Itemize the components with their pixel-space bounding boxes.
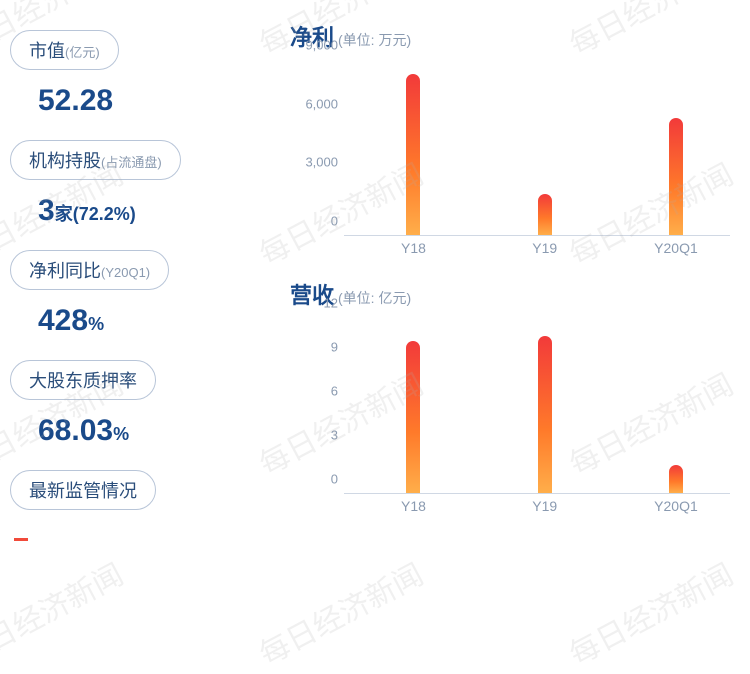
metric-block: 市值(亿元) 52.28 xyxy=(10,30,280,118)
x-tick-label: Y19 xyxy=(532,498,557,514)
bar xyxy=(669,465,683,493)
bar xyxy=(406,74,420,235)
plot-area xyxy=(344,60,730,236)
y-tick-label: 6,000 xyxy=(305,96,338,111)
metric-sublabel: (占流通盘) xyxy=(101,155,162,170)
y-tick-label: 3 xyxy=(331,428,338,443)
metric-sublabel: (Y20Q1) xyxy=(101,265,150,280)
x-tick-label: Y20Q1 xyxy=(654,498,698,514)
metric-value: 428% xyxy=(38,304,280,338)
x-axis: Y18 Y19 Y20Q1 xyxy=(344,240,730,260)
y-tick-label: 0 xyxy=(331,214,338,229)
metric-value-main: 52.28 xyxy=(38,84,113,117)
metric-label: 市值 xyxy=(29,41,65,61)
metric-block: 机构持股(占流通盘) 3家(72.2%) xyxy=(10,140,280,228)
metric-value-suffix: % xyxy=(113,424,129,444)
bar xyxy=(538,336,552,494)
metric-label: 机构持股 xyxy=(29,151,101,171)
metric-pill: 市值(亿元) xyxy=(10,30,119,70)
metric-label: 净利同比 xyxy=(29,261,101,281)
x-axis: Y18 Y19 Y20Q1 xyxy=(344,498,730,518)
metric-pill: 机构持股(占流通盘) xyxy=(10,140,181,180)
y-tick-label: 0 xyxy=(331,472,338,487)
bar xyxy=(669,118,683,235)
metric-label: 最新监管情况 xyxy=(29,481,137,501)
metric-sublabel: (亿元) xyxy=(65,45,100,60)
metric-value-paren: (72.2%) xyxy=(73,204,136,224)
y-axis: 036912 xyxy=(300,318,344,494)
metric-value: 52.28 xyxy=(38,84,280,118)
right-panel: 净利(单位: 万元)03,0006,0009,000Y18Y19Y20Q1营收(… xyxy=(280,20,740,630)
x-tick-label: Y18 xyxy=(401,240,426,256)
y-axis: 03,0006,0009,000 xyxy=(300,60,344,236)
chart-title-sub: (单位: 亿元) xyxy=(338,290,411,306)
plot-area xyxy=(344,318,730,494)
metric-value-main: 428 xyxy=(38,304,88,337)
metric-value: 3家(72.2%) xyxy=(38,194,280,228)
y-tick-label: 9 xyxy=(331,340,338,355)
bar xyxy=(406,341,420,493)
y-tick-label: 12 xyxy=(324,296,338,311)
chart-title: 营收(单位: 亿元) xyxy=(290,278,740,310)
chart-area: 03,0006,0009,000Y18Y19Y20Q1 xyxy=(300,60,740,260)
chart-block: 营收(单位: 亿元) 0 3 6 9 12 Y18 Y19 Y20Q1 xyxy=(290,278,740,518)
chart-area: 036912Y18Y19Y20Q1 xyxy=(300,318,740,518)
metric-label: 大股东质押率 xyxy=(29,371,137,391)
bar xyxy=(538,194,552,235)
chart-title: 净利(单位: 万元) xyxy=(290,20,740,52)
chart-title-sub: (单位: 万元) xyxy=(338,32,411,48)
metric-block: 最新监管情况 xyxy=(10,470,280,518)
metric-block: 大股东质押率 68.03% xyxy=(10,360,280,448)
metric-pill: 最新监管情况 xyxy=(10,470,156,510)
x-tick-label: Y18 xyxy=(401,498,426,514)
main-container: 市值(亿元)52.28机构持股(占流通盘)3家(72.2%)净利同比(Y20Q1… xyxy=(0,0,750,640)
chart-block: 净利(单位: 万元) 0 3,000 6,000 9,000 Y18 Y19 Y20Q1 xyxy=(290,20,740,260)
metric-value-main: 3 xyxy=(38,194,55,227)
metric-block: 净利同比(Y20Q1) 428% xyxy=(10,250,280,338)
metric-pill: 净利同比(Y20Q1) xyxy=(10,250,169,290)
y-tick-label: 6 xyxy=(331,384,338,399)
metric-value-paren-value: 72.2% xyxy=(79,204,130,224)
y-tick-label: 9,000 xyxy=(305,38,338,53)
y-tick-label: 3,000 xyxy=(305,155,338,170)
metric-value-main: 68.03 xyxy=(38,414,113,447)
accent-dash xyxy=(14,538,28,541)
metric-value: 68.03% xyxy=(38,414,280,448)
metric-value-suffix: 家 xyxy=(55,204,73,224)
x-tick-label: Y19 xyxy=(532,240,557,256)
metric-pill: 大股东质押率 xyxy=(10,360,156,400)
left-panel: 市值(亿元) 52.28 机构持股(占流通盘) 3家(72.2%) 净利同比(Y20Q1… xyxy=(10,20,280,630)
x-tick-label: Y20Q1 xyxy=(654,240,698,256)
metric-value-suffix: % xyxy=(88,314,104,334)
